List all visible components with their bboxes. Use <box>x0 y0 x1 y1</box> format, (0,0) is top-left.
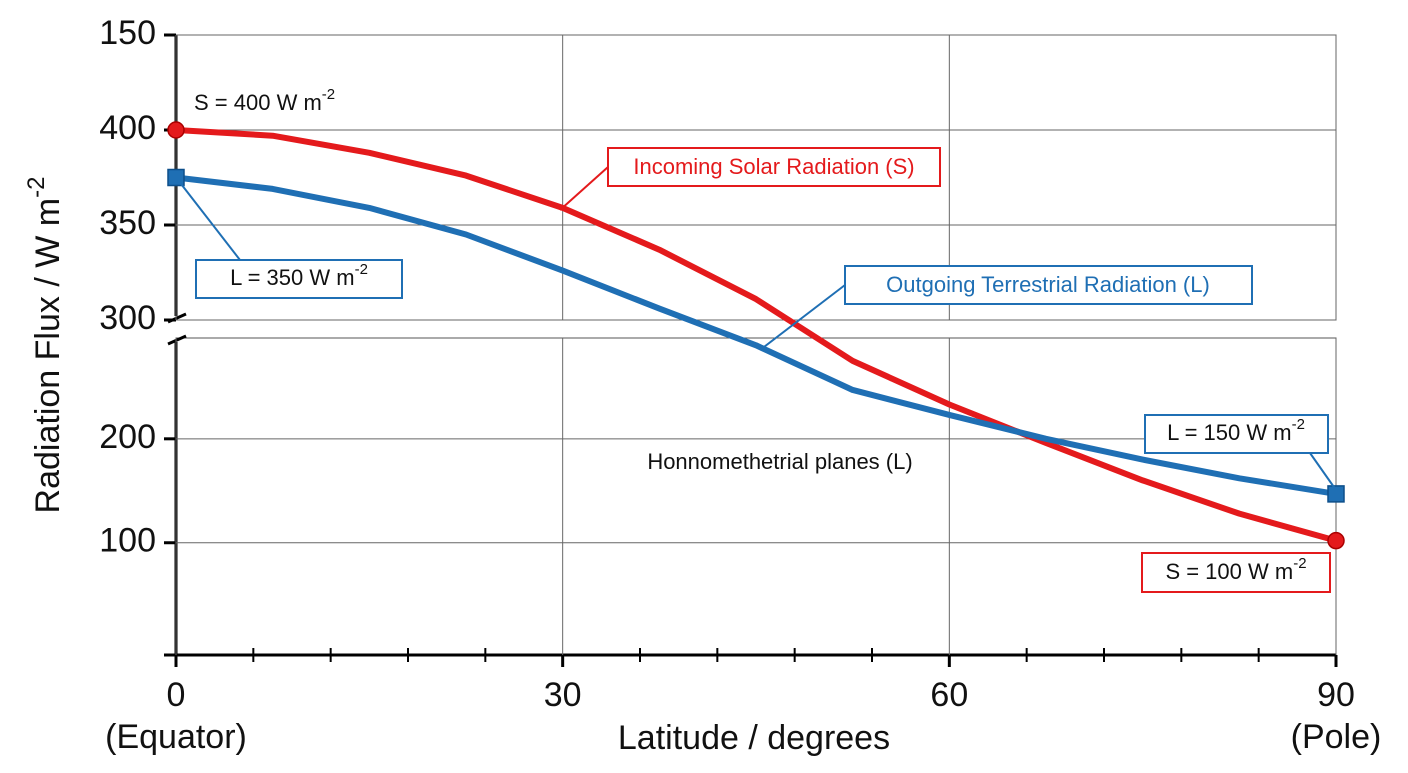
x-tick-label: 60 <box>930 676 968 714</box>
y-tick-label: 150 <box>99 14 156 52</box>
callout-box <box>195 259 403 299</box>
axis-break <box>167 334 187 346</box>
x-end-label: (Pole) <box>1291 718 1382 756</box>
series-line <box>175 127 1337 544</box>
annotation: S = 100 W m-2 <box>1165 555 1306 584</box>
annotation-text: S = 100 W m <box>1165 559 1293 584</box>
x-axis-title: Latitude / degrees <box>618 719 890 757</box>
x-end-label: (Equator) <box>105 718 247 756</box>
lower-panel-frame <box>175 337 1337 656</box>
annotation: Honnomethetrial planes (L) <box>647 449 912 474</box>
leader-line <box>177 179 241 261</box>
annotation-sup: -2 <box>1293 555 1306 572</box>
x-tick-label: 0 <box>167 676 186 714</box>
annotation-text: L = 350 W m <box>230 265 355 290</box>
legend-label: Outgoing Terrestrial Radiation (L) <box>886 272 1210 297</box>
point-marker <box>1327 485 1345 503</box>
callout-box <box>844 265 1253 305</box>
y-tick-label: 400 <box>99 109 156 147</box>
leader-line <box>1309 452 1337 491</box>
callout-box <box>1141 552 1331 593</box>
annotation: L = 150 W m-2 <box>1167 416 1305 445</box>
x-tick-label: 90 <box>1317 676 1355 714</box>
annotation-text: L = 150 W m <box>1167 420 1292 445</box>
legend-label: Incoming Solar Radiation (S) <box>633 154 914 179</box>
annotation-text: S = 400 W m <box>194 90 322 115</box>
annotation: L = 350 W m-2 <box>230 261 368 290</box>
y-tick-label: 100 <box>99 522 156 560</box>
point-marker <box>167 121 185 139</box>
annotation-sup: -2 <box>355 261 368 278</box>
annotation-sup: -2 <box>1292 416 1305 433</box>
y-tick-label: 300 <box>99 299 156 337</box>
leader-line <box>559 166 609 211</box>
x-tick-label: 30 <box>544 676 582 714</box>
annotation-text: Honnomethetrial planes (L) <box>647 449 912 474</box>
y-tick-label: 350 <box>99 204 156 242</box>
callout-box <box>607 147 941 187</box>
y-axis-title: Radiation Flux / W m-2 <box>23 177 67 514</box>
point-marker <box>1327 531 1345 550</box>
callout-box <box>1144 414 1329 454</box>
y-tick-label: 200 <box>99 418 156 456</box>
series-line <box>175 174 1337 497</box>
annotation-sup: -2 <box>322 86 335 103</box>
annotation: S = 400 W m-2 <box>194 86 335 115</box>
leader-line <box>759 284 846 351</box>
